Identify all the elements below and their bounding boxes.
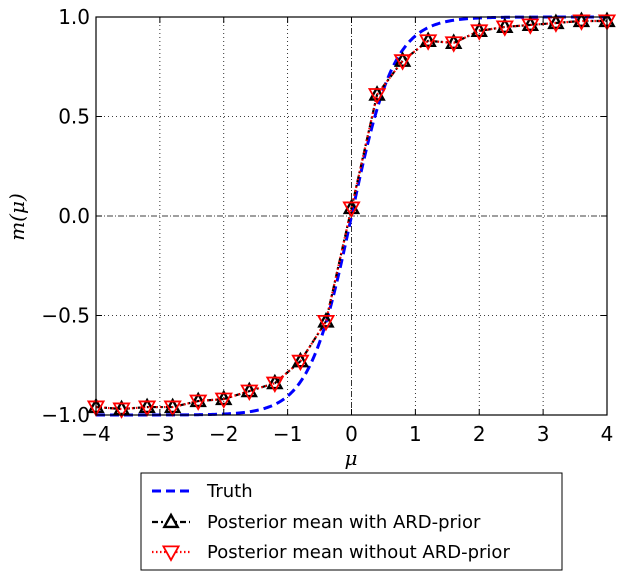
marker-down-point <box>240 384 259 401</box>
y-tick-label: −1.0 <box>41 403 90 427</box>
marker-up-point <box>368 85 386 101</box>
marker-up-point <box>547 13 565 30</box>
marker-down-point <box>572 14 591 31</box>
marker-down-point <box>367 88 387 105</box>
marker-down-point <box>393 54 412 71</box>
y-tick-label: 0.0 <box>58 204 90 228</box>
marker-down-point <box>597 14 617 31</box>
x-tick-label: 0 <box>345 422 358 446</box>
tick-labels: −4 −3 −2 −1 0 1 2 3 4 −1.0 −0.5 0.0 0.5 1.0 <box>41 5 613 446</box>
marker-up-point <box>215 389 233 406</box>
x-tick-label: −3 <box>145 422 174 446</box>
marker-up-point <box>163 397 182 414</box>
legend-box <box>140 472 563 571</box>
y-axis-label: m(μ) <box>5 193 29 241</box>
marker-up-point <box>189 391 207 408</box>
x-tick-label: 2 <box>473 422 486 446</box>
marker-down-point <box>189 394 208 411</box>
y-tick-label: −0.5 <box>41 304 90 328</box>
ticks <box>95 16 608 416</box>
x-tick-label: −4 <box>81 422 110 446</box>
marker-up-point <box>342 198 361 215</box>
marker-down-point <box>214 392 233 409</box>
marker-down-point <box>419 34 438 51</box>
marker-up-point <box>393 51 412 67</box>
legend-marker-up <box>162 512 180 529</box>
marker-up-point <box>291 351 310 368</box>
marker-down-point <box>470 24 489 41</box>
marker-down-point <box>444 36 463 53</box>
y-tick-label: 0.5 <box>58 105 90 129</box>
marker-down-point <box>112 402 131 419</box>
marker-down-point <box>495 20 514 37</box>
marker-down-point <box>342 201 361 218</box>
x-tick-label: −2 <box>209 422 238 446</box>
marker-down-point <box>137 400 157 417</box>
marker-up-point <box>138 397 156 414</box>
marker-down-point <box>265 376 284 394</box>
x-tick-label: 4 <box>601 422 614 446</box>
x-tick-label: 1 <box>409 422 422 446</box>
x-axis-label: μ <box>345 446 358 470</box>
marker-up-point <box>496 17 514 34</box>
marker-up-point <box>112 399 131 416</box>
marker-up-point <box>419 31 437 47</box>
marker-up-point <box>470 21 488 38</box>
x-tick-label: −1 <box>273 422 302 446</box>
marker-down-point <box>521 18 540 35</box>
legend-entry-label: Posterior mean without ARD-prior <box>207 542 510 563</box>
legend-entry-label: Posterior mean with ARD-prior <box>207 512 481 533</box>
legend-marker-down <box>161 545 181 562</box>
series-line-1 <box>95 19 607 411</box>
marker-down-point <box>163 400 182 417</box>
marker-down-point <box>316 314 336 332</box>
marker-up-point <box>240 381 258 398</box>
y-tick-label: 1.0 <box>58 5 90 29</box>
marker-up-point <box>445 33 463 49</box>
marker-up-point <box>521 15 540 32</box>
marker-down-point <box>291 354 310 372</box>
marker-up-point <box>317 312 335 328</box>
marker-up-point <box>572 11 591 28</box>
marker-up-point <box>266 373 284 390</box>
legend: Truth Posterior mean with ARD-prior Poster… <box>140 472 563 571</box>
x-tick-label: 3 <box>537 422 550 446</box>
legend-entry-label: Truth <box>206 481 253 502</box>
